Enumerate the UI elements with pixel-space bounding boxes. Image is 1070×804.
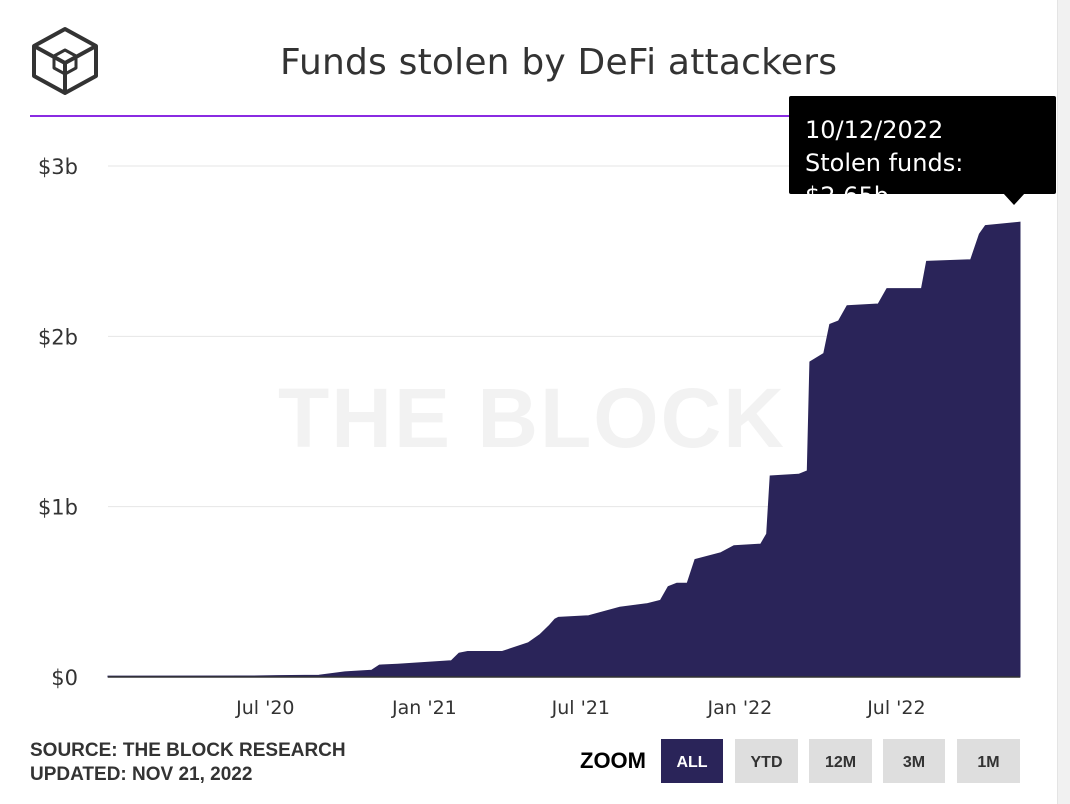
- zoom-12m-button[interactable]: 12M: [809, 739, 872, 783]
- zoom-all-button[interactable]: ALL: [661, 739, 723, 783]
- zoom-3m-button[interactable]: 3M: [883, 739, 945, 783]
- x-tick-label: Jan '22: [707, 697, 773, 719]
- chart-tooltip: 10/12/2022 Stolen funds: $2.65b: [789, 96, 1056, 210]
- zoom-ytd-button[interactable]: YTD: [735, 739, 798, 783]
- x-tick-label: Jul '22: [866, 697, 925, 719]
- y-tick-label: $1b: [38, 496, 78, 520]
- x-tick-label: Jan '21: [391, 697, 457, 719]
- source-note: SOURCE: THE BLOCK RESEARCH UPDATED: NOV …: [30, 739, 346, 787]
- tooltip-date: 10/12/2022: [805, 116, 944, 144]
- updated-line: UPDATED: NOV 21, 2022: [30, 764, 253, 785]
- y-tick-label: $2b: [38, 325, 78, 349]
- x-tick-label: Jul '21: [551, 697, 610, 719]
- zoom-label: ZOOM: [580, 748, 646, 773]
- y-tick-label: $0: [51, 666, 78, 690]
- watermark: THE BLOCK: [278, 371, 786, 465]
- y-tick-label: $3b: [38, 155, 78, 179]
- source-line: SOURCE: THE BLOCK RESEARCH: [30, 740, 346, 761]
- the-block-logo: [32, 27, 98, 95]
- page-scrollbar[interactable]: [1057, 0, 1070, 804]
- tooltip-pointer: [1003, 193, 1025, 205]
- zoom-1m-button[interactable]: 1M: [957, 739, 1020, 783]
- tooltip-value: Stolen funds: $2.65b: [805, 149, 964, 210]
- x-tick-label: Jul '20: [235, 697, 294, 719]
- area-series-stolen-funds: [107, 221, 1021, 678]
- chart-title: Funds stolen by DeFi attackers: [280, 42, 838, 83]
